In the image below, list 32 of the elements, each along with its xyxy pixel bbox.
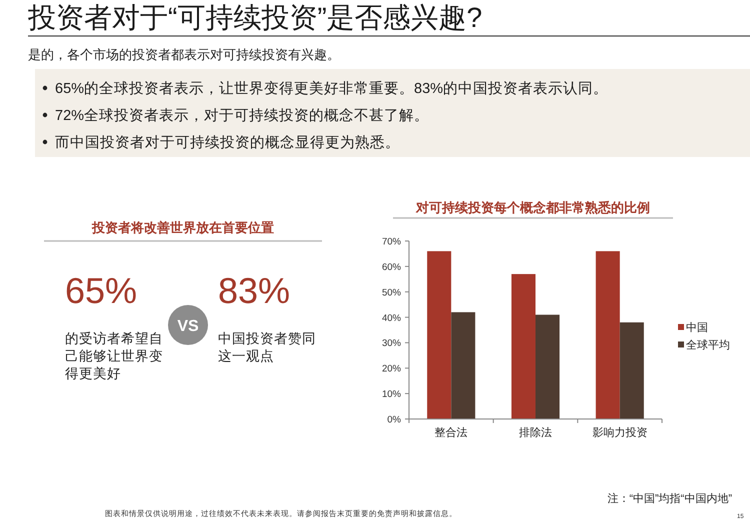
legend-label: 全球平均 bbox=[686, 338, 730, 352]
bar bbox=[451, 312, 476, 419]
text: 投资者对于“可持续投资”是否感兴趣? bbox=[27, 2, 482, 33]
bar bbox=[536, 314, 560, 419]
text: 的受访者希望自己能够让世界变得更美好 bbox=[65, 331, 163, 381]
y-tick-label: 70% bbox=[382, 236, 402, 248]
text: 是的，各个市场的投资者都表示对可持续投资有兴趣。 bbox=[28, 47, 340, 62]
text: 65% bbox=[65, 270, 138, 311]
x-tick-label: 影响力投资 bbox=[592, 426, 648, 439]
text: 83% bbox=[218, 270, 290, 311]
x-tick-label: 排除法 bbox=[519, 426, 552, 439]
y-tick-label: 0% bbox=[387, 414, 402, 426]
y-tick-label: 50% bbox=[382, 287, 402, 298]
bar bbox=[511, 274, 536, 419]
bar bbox=[620, 322, 644, 419]
y-tick-label: 20% bbox=[382, 364, 402, 375]
text: 中国投资者赞同这一观点 bbox=[218, 331, 316, 364]
x-tick-label: 整合法 bbox=[434, 426, 468, 439]
y-tick-label: 10% bbox=[382, 389, 402, 400]
legend-label: 中国 bbox=[686, 321, 708, 334]
bar bbox=[596, 251, 620, 419]
text: 65%的全球投资者表示，让世界变得更美好非常重要。83%的中国投资者表示认同。 bbox=[55, 80, 608, 97]
y-tick-label: 60% bbox=[382, 262, 402, 273]
y-tick-label: 40% bbox=[382, 312, 402, 324]
chart-title: 对可持续投资每个概念都非常熟悉的比例 bbox=[415, 200, 650, 215]
text: 投资者将改善世界放在首要位置 bbox=[91, 220, 274, 235]
bar bbox=[427, 251, 452, 419]
text: 注：“中国”均指“中国内地” bbox=[607, 492, 732, 505]
text: 72%全球投资者表示，对于可持续投资的概念不甚了解。 bbox=[55, 107, 430, 124]
y-tick-label: 30% bbox=[382, 338, 402, 350]
text: VS bbox=[177, 318, 199, 335]
text: 而中国投资者对于可持续投资的概念显得更为熟悉。 bbox=[55, 134, 400, 151]
